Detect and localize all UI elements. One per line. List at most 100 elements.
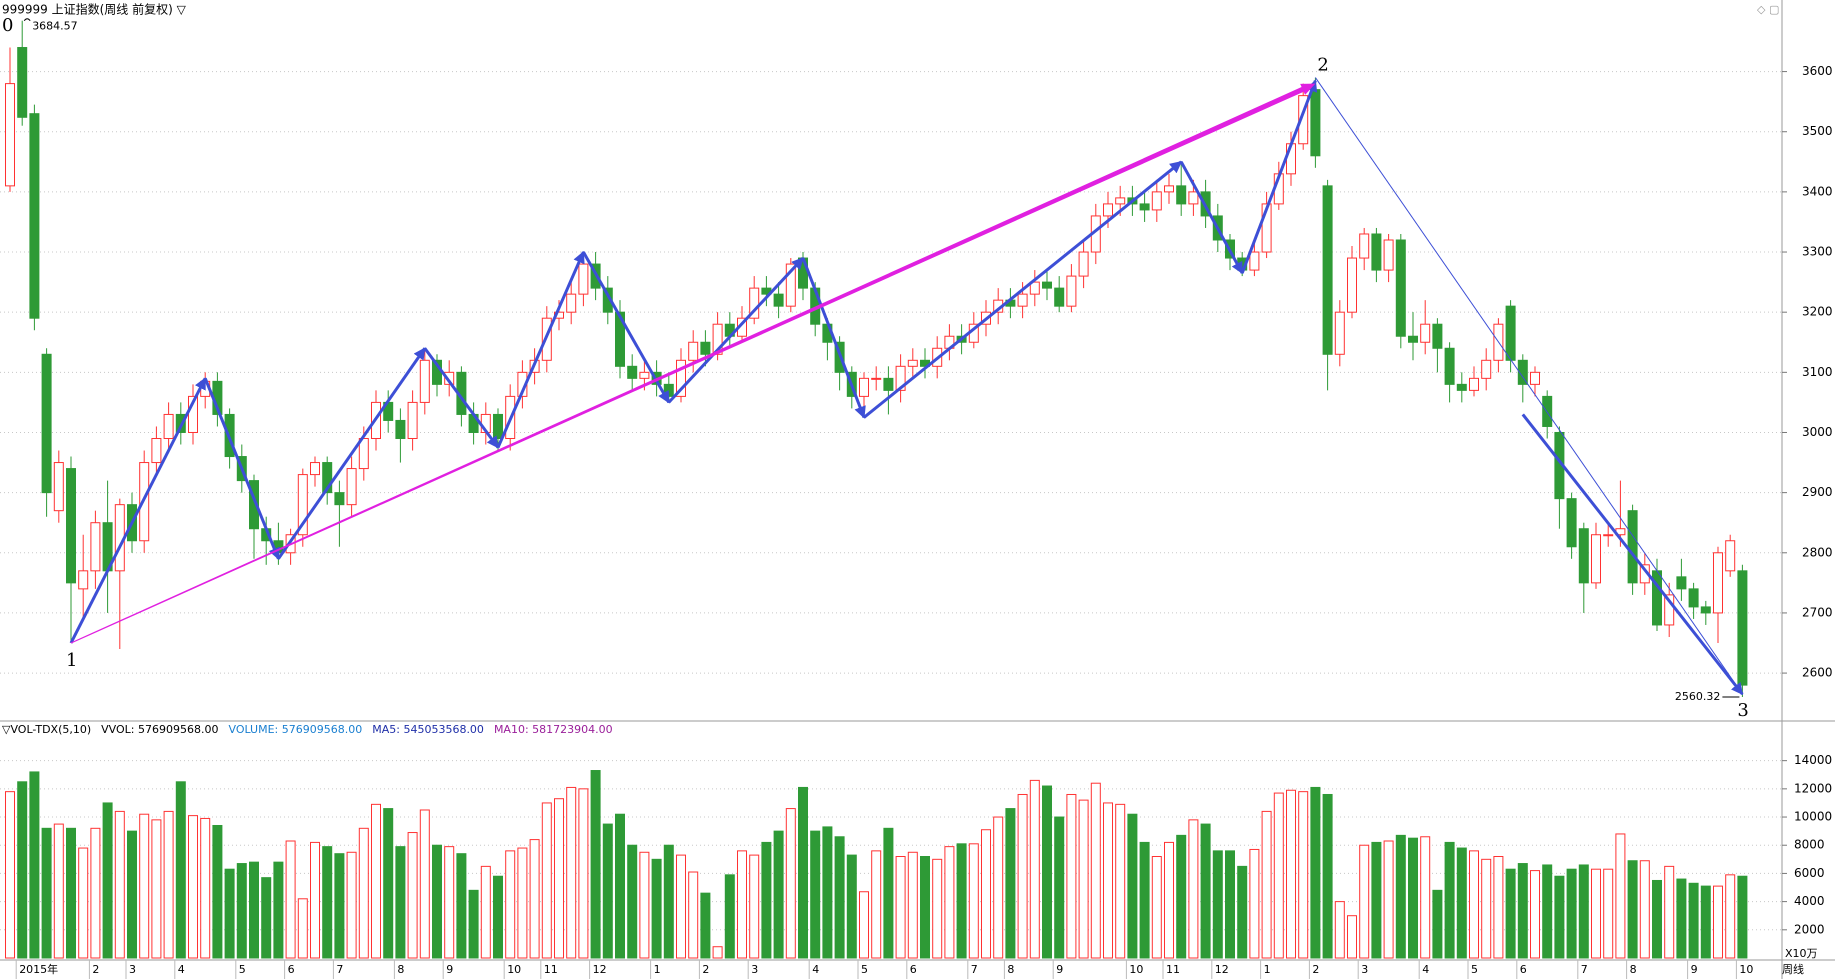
volume-bar xyxy=(1298,791,1309,959)
volume-bar xyxy=(1225,850,1235,959)
x-tick-label: 4 xyxy=(812,963,819,976)
candle-body xyxy=(1444,347,1455,385)
volume-bar xyxy=(1688,882,1699,959)
x-tick-label: 12 xyxy=(593,963,607,976)
candle-body xyxy=(1151,191,1162,211)
volume-bar xyxy=(529,839,540,959)
volume-bar xyxy=(1676,878,1687,959)
volume-bar xyxy=(1273,792,1284,959)
x-tick-label: 2 xyxy=(1312,963,1319,976)
candle-body xyxy=(322,462,333,494)
volume-bar xyxy=(456,853,467,959)
volume-bar xyxy=(822,826,833,959)
volume-bar xyxy=(432,844,442,959)
y-tick-label: 2000 xyxy=(1794,922,1825,936)
candle-body xyxy=(895,365,906,391)
volume-bar xyxy=(41,827,52,959)
candle-body xyxy=(639,371,650,379)
indicator-header: MA5: 545053568.00 xyxy=(372,723,484,736)
trend-segment xyxy=(1314,77,1743,695)
volume-bar xyxy=(968,843,979,959)
candle-body xyxy=(493,413,503,439)
trend-segment xyxy=(582,251,671,404)
candle-body xyxy=(1481,359,1492,379)
volume-bar xyxy=(1591,868,1601,959)
volume-bar xyxy=(700,892,711,959)
trend-segment xyxy=(277,347,427,560)
candle-body xyxy=(1603,534,1614,537)
indicator-header: VOLUME: 576909568.00 xyxy=(228,723,362,736)
trend-line xyxy=(70,83,1316,644)
candle-body xyxy=(29,113,40,319)
candle-body xyxy=(1103,203,1113,217)
y-tick-label: 2900 xyxy=(1802,485,1833,499)
candle-body xyxy=(1078,251,1089,277)
candle-body xyxy=(676,359,686,397)
candle-body xyxy=(1310,89,1321,157)
x-tick-label: 3 xyxy=(751,963,758,976)
volume-bar xyxy=(505,850,516,959)
y-tick-label: 10000 xyxy=(1794,810,1832,824)
volume-bar xyxy=(920,856,930,959)
x-tick-label: 10 xyxy=(1129,963,1143,976)
y-tick-label: 3100 xyxy=(1802,365,1833,379)
volume-bar xyxy=(1652,879,1662,959)
candle-body xyxy=(419,359,430,403)
volume-bar xyxy=(993,816,1004,959)
candle-body xyxy=(90,522,101,572)
volume-bar xyxy=(285,840,296,959)
candle-body xyxy=(1188,191,1199,205)
volume-bar xyxy=(798,786,808,959)
volume-bar xyxy=(810,830,821,959)
volume-bar xyxy=(712,946,723,959)
volume-bar xyxy=(1530,870,1540,959)
volume-bar xyxy=(724,874,735,959)
volume-bar xyxy=(676,854,686,959)
candle-body xyxy=(1017,293,1028,307)
x-tick-label: 12 xyxy=(1215,963,1229,976)
candle-body xyxy=(871,377,882,380)
candle-body xyxy=(1359,233,1370,259)
y-tick-label: 3300 xyxy=(1802,245,1833,259)
candle-body xyxy=(1395,239,1406,337)
trend-segment xyxy=(1521,413,1744,696)
volume-bar xyxy=(627,844,638,959)
volume-bar xyxy=(785,808,796,959)
volume-bar xyxy=(1139,841,1150,959)
volume-bar xyxy=(895,856,906,959)
candle-body xyxy=(712,323,723,355)
candle-body xyxy=(1627,510,1638,584)
volume-bar xyxy=(1737,875,1748,959)
indicator-header: VVOL: 576909568.00 xyxy=(101,723,218,736)
volume-bar xyxy=(1212,850,1223,959)
trend-segment xyxy=(496,250,585,449)
x-tick-label: 11 xyxy=(1166,963,1180,976)
wave-label: 0 xyxy=(2,15,13,36)
volume-bar xyxy=(249,861,259,959)
candle-body xyxy=(1139,203,1150,211)
candle-body xyxy=(1737,570,1748,686)
trend-segment xyxy=(423,347,500,449)
window-icons[interactable]: ◇ ▢ xyxy=(1757,3,1779,16)
candle-body xyxy=(1249,251,1260,271)
y-tick-label: 3000 xyxy=(1802,425,1833,439)
x-tick-label: 2015年 xyxy=(19,962,58,976)
candle-body xyxy=(1347,257,1357,313)
y-tick-label: 3400 xyxy=(1802,184,1833,198)
candle-body xyxy=(5,83,15,187)
volume-bar xyxy=(590,770,601,959)
volume-bar xyxy=(29,771,40,959)
volume-bar xyxy=(1054,816,1065,959)
volume-bar xyxy=(1639,860,1650,959)
volume-bar xyxy=(444,846,455,959)
volume-bar xyxy=(78,847,89,959)
candle-body xyxy=(1713,552,1723,614)
candle-body xyxy=(1469,377,1479,391)
candle-body xyxy=(1700,606,1711,614)
y-tick-label: 3200 xyxy=(1802,305,1833,319)
candle-body xyxy=(66,468,76,584)
volume-bar xyxy=(1383,840,1394,959)
wave-label: 1 xyxy=(66,650,77,671)
volume-bar xyxy=(773,830,784,959)
candle-body xyxy=(627,365,638,379)
